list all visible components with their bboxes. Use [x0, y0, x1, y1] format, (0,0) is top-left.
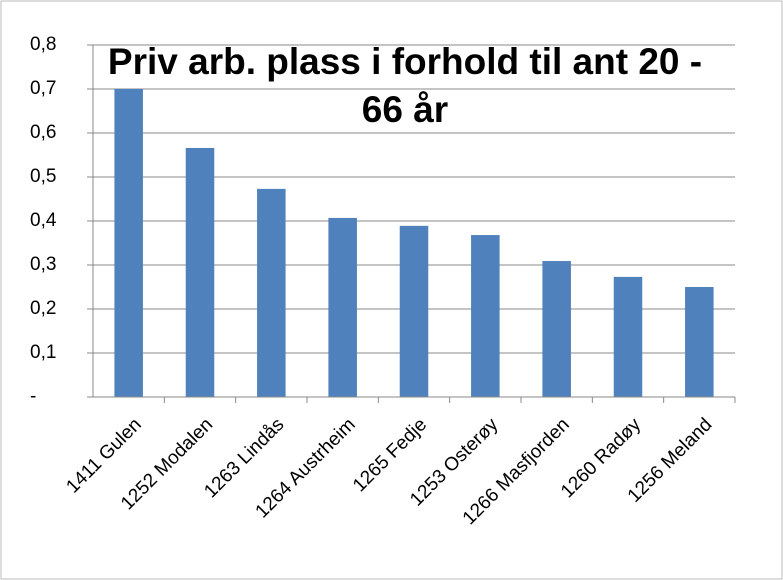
y-tick-label: 0,1	[30, 342, 56, 363]
bar	[613, 276, 643, 397]
bar	[685, 287, 714, 397]
y-tick-label: 0,4	[30, 210, 57, 231]
y-tick-label: 0,6	[30, 122, 56, 143]
y-tick-label: 0,7	[30, 78, 56, 99]
y-tick-label: 0,8	[30, 34, 56, 55]
bar	[328, 217, 357, 397]
bar	[114, 89, 143, 397]
bar	[542, 261, 571, 397]
y-tick-label: -	[30, 386, 36, 407]
bar	[185, 147, 215, 397]
y-tick-label: 0,5	[30, 166, 56, 187]
y-tick-label: 0,3	[30, 254, 56, 275]
bar	[471, 235, 500, 397]
chart-title: Priv arb. plass i forhold til ant 20 - 6…	[107, 41, 703, 130]
bar	[399, 225, 429, 397]
y-tick-label: 0,2	[30, 298, 56, 319]
bar	[257, 188, 286, 397]
